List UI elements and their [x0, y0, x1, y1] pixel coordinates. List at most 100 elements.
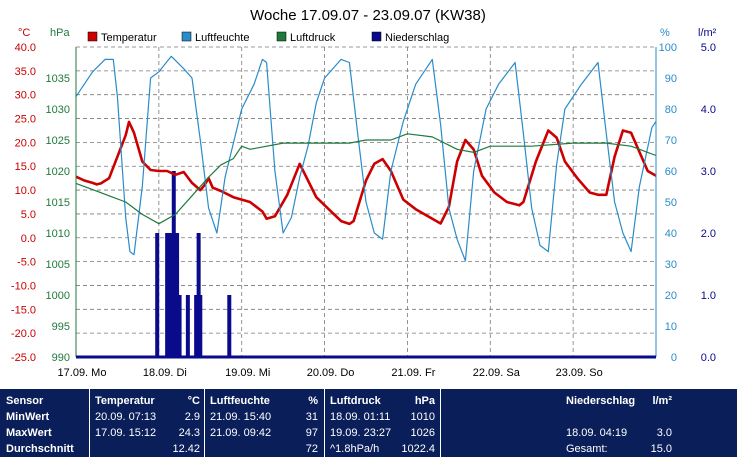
rain-max-value: 3.0	[656, 427, 672, 439]
pressure-tick: 1015	[46, 197, 70, 209]
temperature-tick: 35.0	[15, 66, 36, 78]
rain-bar	[198, 295, 203, 357]
rain-tick: 3.0	[701, 166, 716, 178]
x-tick: 19.09. Mi	[225, 367, 270, 379]
press-min-time: 18.09. 01:11	[330, 411, 391, 423]
humidity-tick: 30	[665, 259, 677, 271]
legend-label: Luftdruck	[290, 32, 336, 44]
rain-bar	[185, 295, 190, 357]
legend-swatch	[276, 31, 287, 42]
pressure-tick: 1005	[46, 259, 70, 271]
humidity-tick: 100	[659, 42, 677, 54]
x-tick: 21.09. Fr	[391, 367, 435, 379]
rain-unit: l/m²	[652, 395, 672, 407]
sensor-header: Sensor	[6, 395, 44, 407]
humidity-tick: 70	[665, 135, 677, 147]
series-lines	[75, 55, 657, 262]
rain-bar	[227, 295, 232, 357]
temperature-tick: -15.0	[11, 304, 36, 316]
rain-bar	[155, 233, 160, 357]
press-max-time: 19.09. 23:27	[330, 427, 392, 439]
rain-bar	[175, 233, 180, 357]
x-tick: 17.09. Mo	[58, 367, 107, 379]
humidity-tick: 80	[665, 104, 677, 116]
axis-unit: l/m²	[698, 27, 717, 39]
grid	[75, 46, 657, 358]
temperature-tick: 10.0	[15, 185, 36, 197]
rain-total-label: Gesamt:	[566, 443, 608, 455]
row-label-min: MinWert	[6, 411, 50, 423]
pressure-tick: 1025	[46, 135, 70, 147]
humidity-tick: 0	[671, 352, 677, 364]
temperature-tick: -20.0	[11, 328, 36, 340]
legend: Temperatur Luftfeuchte Luftdruck Niederschl…	[87, 31, 449, 44]
pressure-tick: 1020	[46, 166, 70, 178]
legend-label: Temperatur	[101, 32, 157, 44]
temp-min-time: 20.09. 07:13	[95, 411, 157, 423]
pressure-header: Luftdruck	[330, 395, 381, 407]
pressure-line	[75, 133, 657, 225]
press-max-value: 1026	[410, 427, 435, 439]
temperature-tick: 15.0	[15, 161, 36, 173]
temp-max-value: 24.3	[178, 427, 200, 439]
press-avg-value: 1022.4	[401, 443, 435, 455]
hum-max-time: 21.09. 09:42	[210, 427, 272, 439]
temperature-tick: 40.0	[15, 42, 36, 54]
temperature-tick: -5.0	[17, 257, 36, 269]
temp-max-time: 17.09. 15:12	[95, 427, 157, 439]
row-label-max: MaxWert	[6, 427, 52, 439]
temperature-tick: 20.0	[15, 137, 36, 149]
legend-label: Luftfeuchte	[195, 32, 249, 44]
humidity-tick: 90	[665, 73, 677, 85]
rain-tick: 4.0	[701, 104, 716, 116]
x-tick: 20.09. Do	[307, 367, 355, 379]
legend-swatch	[87, 31, 98, 42]
rain-tick: 1.0	[701, 290, 716, 302]
temperature-tick: 5.0	[21, 209, 36, 221]
pressure-tick: 995	[52, 321, 70, 333]
temp-avg-value: 12.42	[172, 443, 200, 455]
pressure-tick: 1030	[46, 104, 70, 116]
rain-header: Niederschlag	[566, 395, 636, 407]
weather-chart: Woche 17.09.07 - 23.09.07 (KW38) Tempera…	[11, 7, 717, 379]
legend-label: Niederschlag	[385, 32, 449, 44]
press-min-value: 1010	[410, 411, 435, 423]
temperature-unit: °C	[187, 395, 200, 407]
rain-tick: 0.0	[701, 352, 716, 364]
rain-tick: 2.0	[701, 228, 716, 240]
humidity-tick: 60	[665, 166, 677, 178]
legend-swatch	[371, 31, 382, 42]
unit-labels: °C hPa% l/m²	[18, 27, 717, 39]
axis-unit: °C	[18, 27, 30, 39]
legend-swatch	[181, 31, 192, 42]
x-tick: 22.09. Sa	[473, 367, 521, 379]
rain-bar	[194, 295, 199, 357]
rain-bar	[177, 295, 182, 357]
rain-bar	[165, 233, 170, 357]
rain-max-time: 18.09. 04:19	[566, 427, 628, 439]
pressure-unit: hPa	[414, 395, 435, 407]
row-label-avg: Durchschnitt	[6, 443, 74, 455]
x-tick: 18.09. Di	[143, 367, 187, 379]
temperature-line	[75, 120, 657, 226]
temperature-tick: -25.0	[11, 352, 36, 364]
pressure-tick: 1035	[46, 73, 70, 85]
humidity-tick: 20	[665, 290, 677, 302]
hum-avg-value: 72	[305, 443, 318, 455]
hum-max-value: 97	[305, 427, 318, 439]
humidity-unit: %	[308, 395, 318, 407]
rain-tick: 5.0	[701, 42, 716, 54]
statistics-panel: Sensor Temperatur °C Luftfeuchte % Luftd…	[0, 389, 737, 457]
humidity-header: Luftfeuchte	[210, 395, 270, 407]
humidity-tick: 40	[665, 228, 677, 240]
temperature-tick: 30.0	[15, 90, 36, 102]
plot-frame	[75, 47, 657, 359]
pressure-tick: 990	[52, 352, 70, 364]
temperature-header: Temperatur	[95, 395, 155, 407]
hum-min-time: 21.09. 15:40	[210, 411, 272, 423]
axis-unit: %	[660, 27, 670, 39]
x-tick: 23.09. So	[556, 367, 603, 379]
humidity-tick: 50	[665, 197, 677, 209]
axis-ticks: 40.0 35.0 30.0 25.0 20.0 15.0 10.0 5.0 0.0 -5.0 -1…	[11, 42, 716, 379]
press-trend: ^1.8hPa/h	[330, 443, 380, 455]
